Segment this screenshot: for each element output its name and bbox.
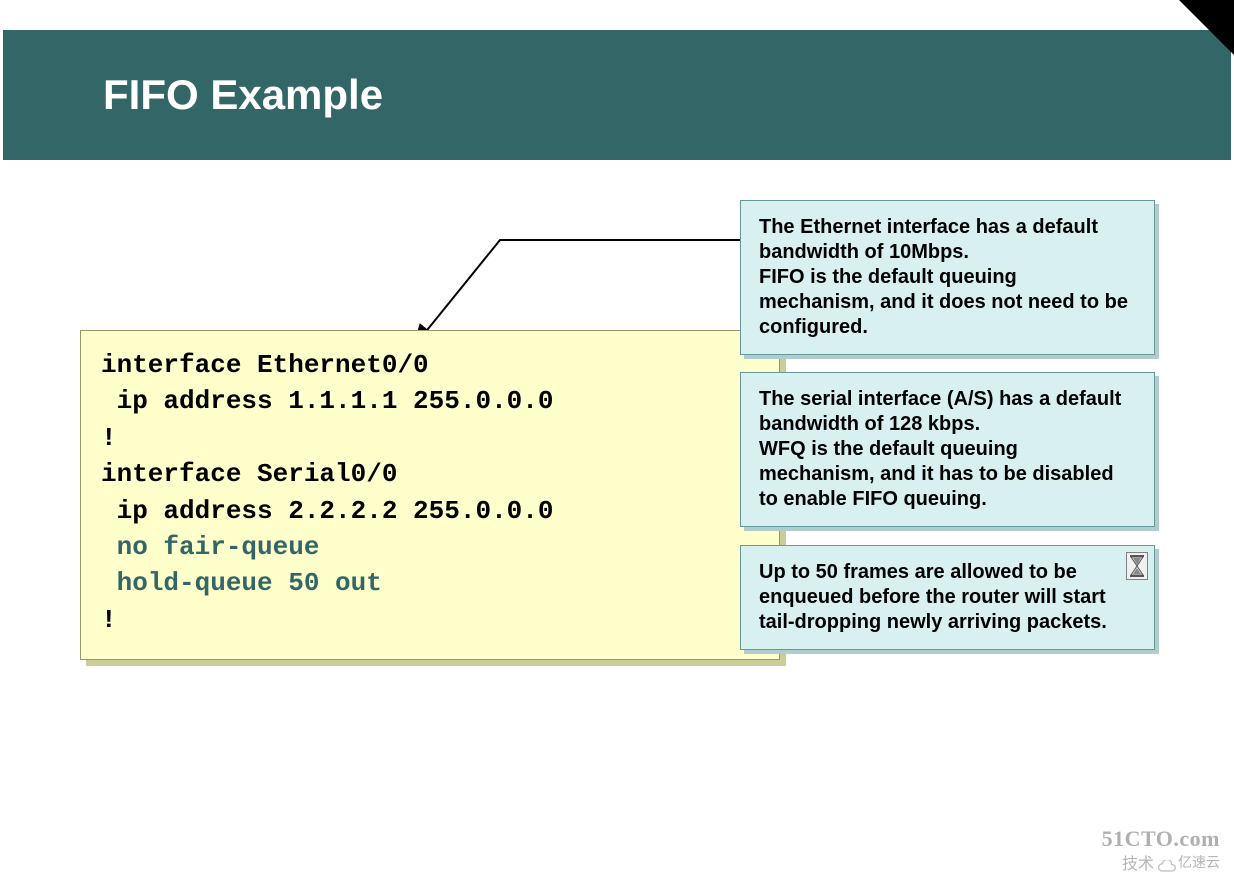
watermark-51cto: 51CTO.com [1102,826,1220,852]
code-line: ip address 1.1.1.1 255.0.0.0 [101,383,759,419]
watermark-tech: 技术 [1122,850,1154,874]
code-line: no fair-queue [101,529,759,565]
corner-decoration [1179,0,1234,55]
slide-title: FIFO Example [103,71,383,119]
content-area: interface Ethernet0/0 ip address 1.1.1.1… [0,160,1234,880]
code-line: ip address 2.2.2.2 255.0.0.0 [101,493,759,529]
code-configuration-box: interface Ethernet0/0 ip address 1.1.1.1… [80,330,780,660]
code-line: hold-queue 50 out [101,565,759,601]
callout-text: Up to 50 frames are allowed to be enqueu… [759,561,1107,633]
callout-serial-info: The serial interface (A/S) has a default… [740,372,1155,527]
callout-ethernet-info: The Ethernet interface has a default ban… [740,200,1155,355]
cloud-icon [1156,860,1178,876]
hourglass-cursor-icon [1126,552,1148,580]
code-line: interface Serial0/0 [101,456,759,492]
callout-text: The Ethernet interface has a default ban… [759,216,1128,338]
slide-header: FIFO Example [0,0,1234,160]
callout-text: The serial interface (A/S) has a default… [759,388,1121,510]
code-line: interface Ethernet0/0 [101,347,759,383]
watermark-yisu: 亿速云 [1178,852,1220,872]
callout-holdqueue-info: Up to 50 frames are allowed to be enqueu… [740,545,1155,650]
code-line: ! [101,602,759,638]
code-line: ! [101,420,759,456]
